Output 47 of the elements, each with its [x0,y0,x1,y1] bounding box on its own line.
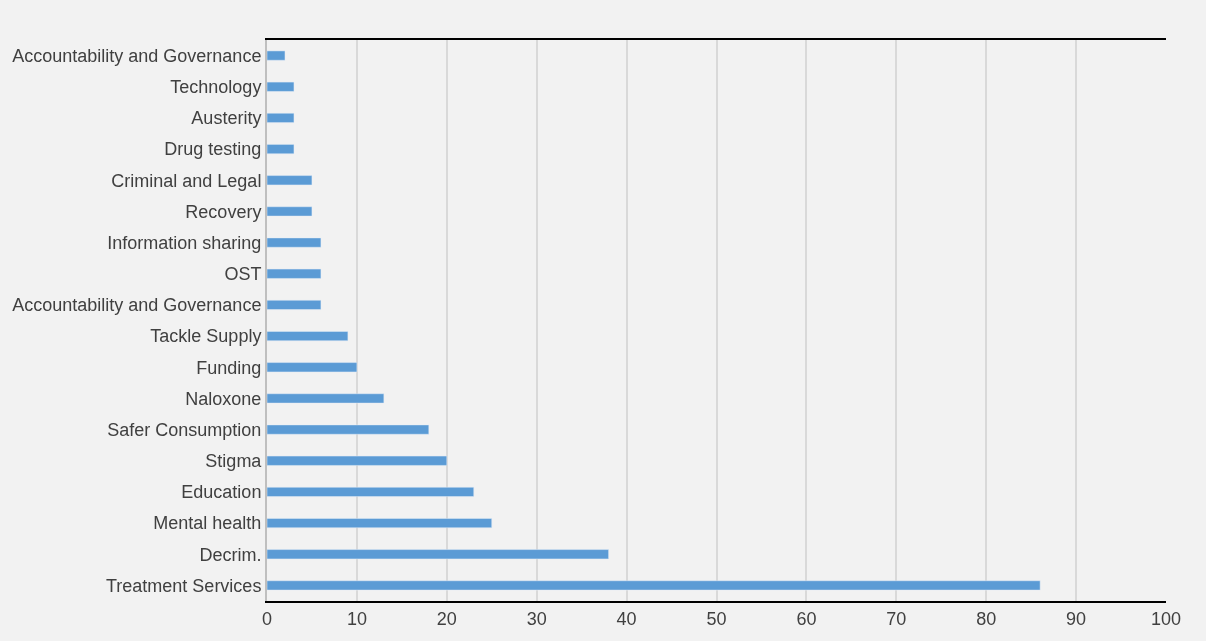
y-tick-label: Accountability and Governance [12,295,262,316]
y-tick-label: Technology [170,77,262,98]
y-tick-label: Recovery [185,201,262,222]
bar [267,112,295,123]
y-tick-label: Austerity [191,108,262,129]
x-tick-label: 90 [1066,608,1087,629]
bar [267,331,349,342]
y-tick-label: Safer Consumption [107,419,262,440]
bar [267,549,609,560]
bar [267,206,313,217]
bar [267,455,448,466]
y-tick-label: Criminal and Legal [111,170,262,191]
bar [267,393,385,404]
x-tick-label: 60 [796,608,817,629]
bar [267,486,475,497]
bar [267,50,286,61]
x-tick-label: 70 [886,608,907,629]
bar [267,518,492,529]
y-tick-label: Education [181,482,262,503]
y-tick-label: Decrim. [199,544,262,565]
y-tick-label: Information sharing [107,232,262,253]
x-tick-label: 40 [616,608,637,629]
x-tick-label: 50 [706,608,727,629]
y-tick-label: Mental health [153,513,262,534]
y-tick-label: Stigma [205,451,263,472]
x-tick-label: 30 [526,608,547,629]
x-tick-label: 80 [976,608,997,629]
y-tick-label: Drug testing [164,139,262,160]
y-tick-label: Naloxone [185,388,262,409]
bar [267,268,322,279]
x-tick-label: 0 [261,608,273,629]
x-tick-label: 10 [346,608,367,629]
y-tick-label: Funding [196,357,262,378]
y-tick-label: OST [224,264,262,285]
bar [267,175,313,186]
bar [267,580,1041,591]
bar [267,299,322,310]
bar [267,424,430,435]
bar [267,237,322,248]
bar [267,81,295,92]
bar [267,144,295,155]
y-tick-label: Accountability and Governance [12,45,262,66]
bar [267,362,358,373]
y-tick-label: Tackle Supply [150,326,262,347]
x-tick-label: 100 [1150,608,1182,629]
y-tick-label: Treatment Services [106,575,262,596]
x-tick-label: 20 [436,608,457,629]
